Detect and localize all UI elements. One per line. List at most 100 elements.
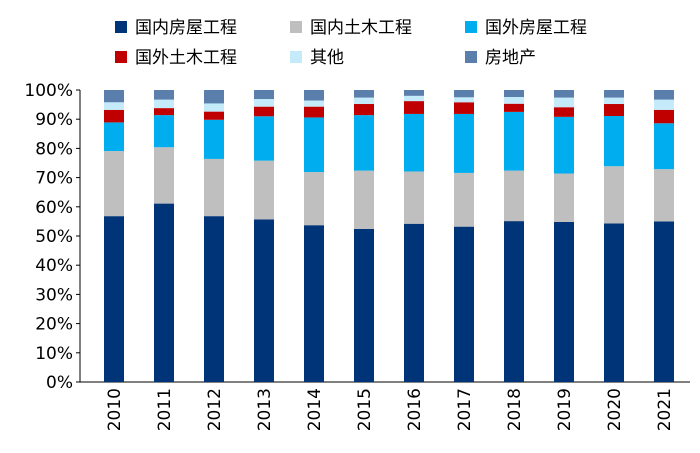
bar-segment-2018-0 [504, 221, 524, 382]
legend-swatch-3 [115, 51, 127, 63]
bar-segment-2015-0 [354, 228, 374, 382]
bar-segment-2010-0 [104, 216, 124, 382]
bar-segment-2015-5 [354, 90, 374, 98]
bar-segment-2012-5 [204, 90, 224, 104]
x-tick-label: 2010 [105, 388, 125, 431]
x-tick-label: 2015 [355, 388, 375, 431]
bar-segment-2012-4 [204, 103, 224, 112]
legend-label: 国内房屋工程 [135, 18, 237, 38]
bar-segment-2013-3 [254, 106, 274, 117]
y-tick-label: 80% [35, 139, 73, 159]
bar-segment-2010-3 [104, 109, 124, 123]
bar-segment-2013-1 [254, 160, 274, 220]
bar-segment-2020-5 [604, 90, 624, 98]
bar-segment-2015-4 [354, 97, 374, 105]
bar-segment-2019-3 [554, 107, 574, 117]
bar-segment-2018-4 [504, 97, 524, 104]
x-tick-label: 2011 [155, 388, 175, 431]
bar-segment-2014-2 [304, 117, 324, 173]
bar-segment-2011-0 [154, 203, 174, 382]
bar-segment-2010-5 [104, 90, 124, 103]
y-tick-label: 70% [35, 169, 73, 189]
legend-swatch-2 [465, 21, 477, 33]
bar-segment-2018-1 [504, 170, 524, 222]
bar-segment-2015-2 [354, 115, 374, 171]
bar-segment-2019-1 [554, 173, 574, 222]
bar-segment-2019-4 [554, 97, 574, 108]
bar-segment-2013-0 [254, 219, 274, 382]
bar-segment-2021-3 [654, 109, 674, 124]
bar-segment-2018-5 [504, 90, 524, 98]
bar-segment-2012-0 [204, 216, 224, 382]
bar-segment-2021-4 [654, 99, 674, 110]
x-tick-label: 2020 [605, 388, 625, 431]
bar-segment-2013-4 [254, 99, 274, 107]
bar-segment-2014-4 [304, 100, 324, 107]
y-tick-label: 30% [35, 285, 73, 305]
y-tick-label: 100% [24, 81, 73, 101]
bar-segment-2012-2 [204, 119, 224, 159]
bar-segment-2016-5 [404, 90, 424, 96]
bar-segment-2014-3 [304, 106, 324, 118]
bar-segment-2020-3 [604, 104, 624, 116]
bar-segment-2017-2 [454, 113, 474, 173]
bar-segment-2017-3 [454, 102, 474, 114]
legend-label: 国外房屋工程 [485, 18, 587, 38]
bar-segment-2018-3 [504, 103, 524, 112]
bar-segment-2013-5 [254, 90, 274, 100]
y-tick-label: 10% [35, 344, 73, 364]
y-tick-label: 20% [35, 315, 73, 335]
bar-segment-2016-3 [404, 101, 424, 114]
x-tick-label: 2021 [655, 388, 675, 431]
bar-segment-2020-2 [604, 115, 624, 167]
bar-segment-2011-5 [154, 90, 174, 100]
bar-segment-2011-3 [154, 108, 174, 116]
bar-segment-2016-2 [404, 113, 424, 172]
legend-label: 房地产 [485, 48, 536, 68]
bar-segment-2017-5 [454, 90, 474, 98]
x-tick-label: 2014 [305, 388, 325, 431]
y-tick-label: 90% [35, 110, 73, 130]
legend-swatch-1 [290, 21, 302, 33]
bar-segment-2012-1 [204, 158, 224, 217]
bar-segment-2021-1 [654, 169, 674, 222]
bar-segment-2011-1 [154, 147, 174, 204]
bar-segment-2020-1 [604, 166, 624, 224]
x-tick-label: 2019 [555, 388, 575, 431]
y-tick-label: 50% [35, 227, 73, 247]
bar-segment-2019-2 [554, 116, 574, 174]
y-tick-label: 0% [46, 373, 73, 393]
bar-segment-2010-2 [104, 122, 124, 152]
legend-swatch-4 [290, 51, 302, 63]
bar-segment-2016-4 [404, 95, 424, 102]
bar-segment-2014-5 [304, 90, 324, 101]
x-tick-label: 2012 [205, 388, 225, 431]
bar-segment-2020-4 [604, 97, 624, 105]
bar-segment-2015-3 [354, 104, 374, 116]
bar-segment-2017-1 [454, 172, 474, 227]
y-tick-label: 60% [35, 198, 73, 218]
bar-segment-2019-0 [554, 221, 574, 382]
legend-label: 国外土木工程 [135, 48, 237, 68]
bar-segment-2013-2 [254, 116, 274, 161]
bar-segment-2015-1 [354, 170, 374, 229]
bar-segment-2014-1 [304, 172, 324, 226]
legend-swatch-5 [465, 51, 477, 63]
bar-segment-2010-4 [104, 102, 124, 110]
bar-segment-2016-1 [404, 171, 424, 224]
bar-segment-2010-1 [104, 151, 124, 217]
bar-segment-2019-5 [554, 90, 574, 98]
bar-segment-2018-2 [504, 111, 524, 171]
legend-swatch-0 [115, 21, 127, 33]
bar-segment-2017-4 [454, 97, 474, 103]
bar-segment-2014-0 [304, 225, 324, 382]
bar-segment-2020-0 [604, 223, 624, 382]
x-tick-label: 2013 [255, 388, 275, 431]
bar-segment-2011-2 [154, 115, 174, 148]
x-tick-label: 2017 [455, 388, 475, 431]
bar-segment-2021-5 [654, 90, 674, 100]
y-tick-label: 40% [35, 256, 73, 276]
bar-segment-2021-0 [654, 221, 674, 382]
